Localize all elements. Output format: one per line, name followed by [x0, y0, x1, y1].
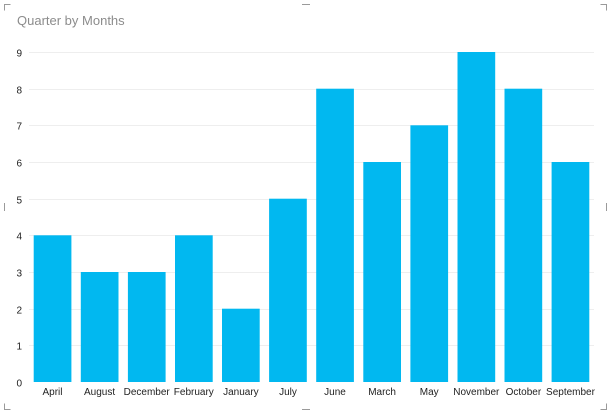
y-tick-label: 6 [16, 159, 22, 170]
bar-january[interactable] [222, 308, 260, 382]
bar-march[interactable] [363, 162, 401, 382]
x-tick-label: March [368, 387, 396, 398]
y-axis: 0 1 2 3 4 5 6 7 8 9 [16, 49, 22, 390]
y-tick-label: 5 [16, 196, 22, 207]
bars [33, 52, 590, 383]
chart-title: Quarter by Months [17, 13, 125, 28]
y-tick-label: 1 [16, 342, 22, 353]
visual-resize-handles[interactable] [4, 4, 607, 410]
bar-june[interactable] [316, 88, 354, 382]
handle-bottom-right[interactable] [600, 403, 607, 410]
handle-top-right[interactable] [600, 4, 607, 11]
x-tick-label: April [42, 387, 62, 398]
y-tick-label: 7 [16, 122, 22, 133]
x-tick-label: January [223, 387, 259, 398]
x-tick-label: September [546, 387, 596, 398]
y-tick-label: 2 [16, 306, 22, 317]
y-tick-label: 9 [16, 49, 22, 60]
bar-may[interactable] [410, 125, 449, 383]
y-tick-label: 3 [16, 269, 22, 280]
x-tick-label: October [506, 387, 542, 398]
bar-october[interactable] [504, 88, 543, 382]
x-tick-label: December [124, 387, 171, 398]
bar-november[interactable] [457, 52, 496, 382]
bar-july[interactable] [269, 198, 307, 382]
x-tick-label: May [420, 387, 439, 398]
y-tick-label: 0 [16, 379, 22, 390]
x-tick-label: August [84, 387, 115, 398]
x-tick-label: June [324, 387, 346, 398]
bar-february[interactable] [175, 235, 213, 382]
x-axis: April August December February January July Ju… [42, 387, 595, 398]
handle-bottom-left[interactable] [4, 403, 11, 410]
bar-august[interactable] [80, 272, 119, 382]
handle-top-left[interactable] [4, 4, 11, 11]
x-tick-label: November [453, 387, 500, 398]
bar-april[interactable] [33, 235, 72, 382]
x-tick-label: July [279, 387, 297, 398]
bar-december[interactable] [127, 272, 166, 382]
x-tick-label: February [174, 387, 214, 398]
y-gridlines [29, 52, 594, 346]
y-tick-label: 4 [16, 232, 22, 243]
y-tick-label: 8 [16, 86, 22, 97]
bar-september[interactable] [551, 162, 590, 382]
